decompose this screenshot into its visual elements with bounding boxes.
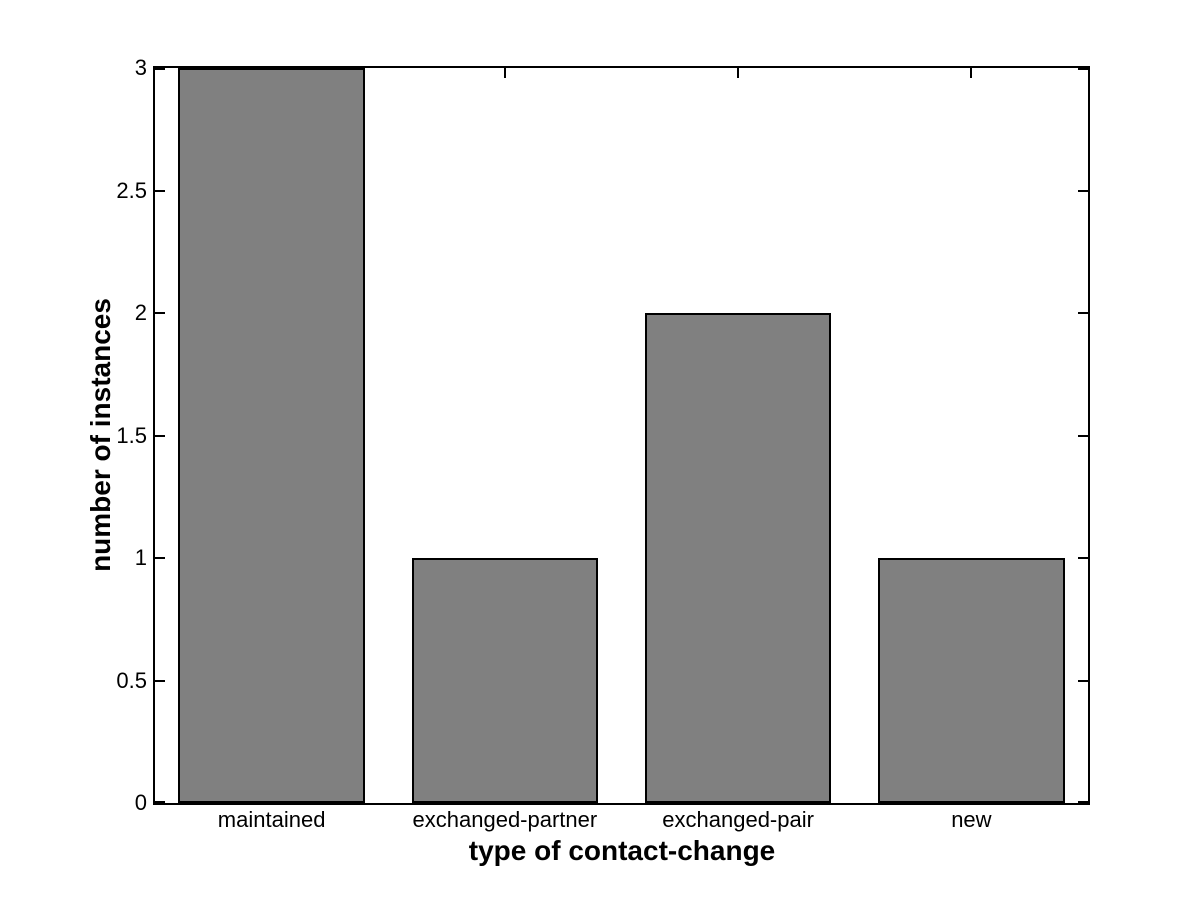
y-axis-tick-mark bbox=[1078, 434, 1088, 437]
y-axis-label: number of instances bbox=[85, 298, 116, 572]
y-tick-label: 0 bbox=[134, 790, 147, 815]
y-axis-tick-mark bbox=[155, 679, 165, 682]
x-axis-label: type of contact-change bbox=[468, 835, 776, 866]
y-axis-tick-mark bbox=[1078, 189, 1088, 192]
y-axis-tick-mark bbox=[1078, 312, 1088, 314]
y-tick-label: 2 bbox=[134, 300, 147, 325]
x-tick-label-maintained: maintained bbox=[217, 807, 326, 832]
y-axis-tick-mark bbox=[155, 312, 165, 314]
y-axis-tick-mark bbox=[155, 189, 165, 192]
y-tick-label: 1 bbox=[134, 545, 147, 570]
y-axis-tick-mark bbox=[1078, 801, 1088, 803]
y-tick-label: 3 bbox=[134, 55, 147, 80]
y-tick-label: 1.5 bbox=[116, 422, 147, 448]
y-tick-label: 0.5 bbox=[116, 667, 147, 693]
x-tick-label-exchanged-partner: exchanged-partner bbox=[412, 807, 598, 832]
y-axis-tick-mark bbox=[1078, 68, 1088, 70]
y-axis-tick-mark bbox=[155, 557, 165, 559]
y-axis-tick-mark bbox=[155, 68, 165, 70]
x-axis-tick-mark bbox=[737, 68, 740, 78]
y-axis-tick-mark bbox=[1078, 557, 1088, 559]
y-axis-tick-mark bbox=[1078, 679, 1088, 682]
x-tick-label-new: new bbox=[951, 807, 992, 832]
bar-new bbox=[878, 558, 1065, 803]
y-tick-label: 2.5 bbox=[116, 177, 147, 203]
bar-maintained bbox=[178, 68, 365, 803]
x-tick-label-exchanged-pair: exchanged-pair bbox=[662, 807, 814, 832]
x-axis-tick-mark bbox=[970, 68, 973, 78]
plot-area bbox=[153, 66, 1090, 805]
y-axis-tick-mark bbox=[155, 434, 165, 437]
bar-exchanged-partner bbox=[411, 558, 599, 803]
x-axis-tick-mark bbox=[503, 68, 506, 78]
y-axis-tick-mark bbox=[155, 801, 165, 803]
bar-exchanged-pair bbox=[644, 313, 832, 803]
